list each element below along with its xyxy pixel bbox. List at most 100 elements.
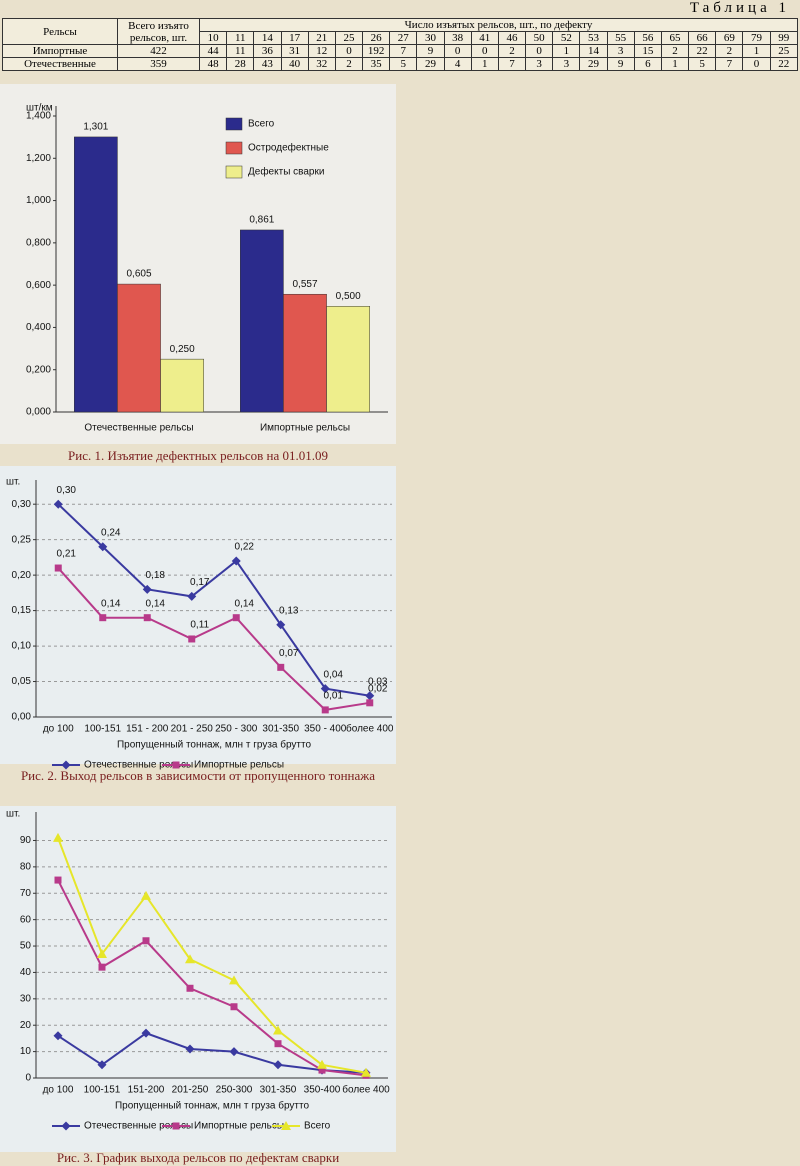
marker	[186, 984, 194, 992]
y-tick-label: 0,000	[26, 407, 51, 418]
marker	[320, 684, 330, 694]
value-label: 0,250	[170, 344, 195, 355]
y-axis-label: шт/км	[26, 103, 53, 114]
marker	[97, 948, 107, 958]
table-title: Таблица 1	[689, 0, 790, 16]
marker	[98, 963, 106, 971]
marker	[273, 1060, 283, 1070]
y-axis-label: шт.	[6, 809, 20, 820]
bar	[160, 358, 204, 413]
y-tick-label: 30	[20, 993, 32, 1004]
marker	[229, 975, 239, 985]
marker	[187, 591, 197, 601]
x-tick-label: 151 - 200	[126, 724, 169, 735]
marker	[229, 1047, 239, 1057]
marker	[230, 1003, 238, 1011]
value-label: 0,18	[146, 570, 166, 581]
y-tick-label: 0,25	[12, 534, 32, 545]
value-label: 0,21	[57, 549, 77, 560]
marker	[366, 699, 374, 707]
legend-label: Всего	[248, 119, 275, 130]
legend-label: Всего	[304, 1121, 331, 1132]
marker	[54, 876, 62, 884]
value-label: 0,500	[336, 291, 361, 302]
table-cell: Импортные	[2, 44, 118, 58]
bar	[326, 306, 370, 413]
x-tick-label: более 400	[346, 723, 394, 735]
x-tick-label: более 400	[342, 1084, 390, 1096]
x-axis-label: Пропущенный тоннаж, млн т груза брутто	[115, 1100, 309, 1112]
marker	[321, 706, 329, 714]
marker	[99, 614, 107, 622]
x-tick-label: 100-151	[84, 724, 121, 735]
value-label: 0,30	[57, 485, 77, 496]
table-cell: 5	[688, 57, 717, 71]
value-label: 0,22	[235, 542, 255, 553]
value-label: 0,03	[368, 676, 388, 687]
y-tick-label: 60	[20, 914, 32, 925]
y-tick-label: 0,30	[12, 499, 32, 510]
figure-caption: Рис. 2. Выход рельсов в зависимости от п…	[20, 768, 376, 783]
value-label: 0,04	[324, 669, 344, 680]
table-cell: 3	[552, 57, 581, 71]
marker	[185, 1044, 195, 1054]
value-label: 0,01	[324, 691, 344, 702]
series-line	[57, 503, 370, 697]
y-tick-label: 0,05	[12, 676, 32, 687]
marker	[276, 620, 286, 630]
marker	[231, 556, 241, 566]
table-cell: Отечественные	[2, 57, 118, 71]
legend-swatch	[225, 165, 243, 179]
bar	[117, 283, 161, 413]
marker	[232, 614, 240, 622]
x-tick-label: 350-400	[304, 1085, 341, 1096]
y-tick-label: 20	[20, 1020, 32, 1031]
marker	[54, 564, 62, 572]
legend-label: Отечественные рельсы	[84, 1121, 193, 1132]
value-label: 0,861	[249, 215, 274, 226]
chart-panel	[0, 466, 396, 764]
y-tick-label: 0,15	[12, 605, 32, 616]
y-tick-label: 10	[20, 1046, 32, 1057]
y-tick-label: 1,200	[26, 153, 51, 164]
marker	[142, 937, 150, 945]
figure-caption: Рис. 1. Изъятие дефектных рельсов на 01.…	[68, 448, 328, 463]
x-tick-label: Импортные рельсы	[260, 423, 350, 434]
y-tick-label: 80	[20, 862, 32, 873]
marker	[141, 890, 151, 900]
x-tick-label: 151-200	[128, 1085, 165, 1096]
y-tick-label: 40	[20, 967, 32, 978]
table-cell: 7	[715, 57, 744, 71]
marker	[98, 542, 108, 552]
y-tick-label: 0	[25, 1073, 31, 1084]
figure-caption: Рис. 3. График выхода рельсов по дефекта…	[56, 1150, 340, 1165]
x-tick-label: 301-350	[262, 724, 299, 735]
code-cell: 69	[715, 31, 744, 45]
marker	[274, 1040, 282, 1048]
marker	[361, 1067, 371, 1077]
value-label: 0,14	[146, 598, 166, 609]
marker	[317, 1059, 327, 1069]
chart-panel	[0, 806, 396, 1152]
legend-label: Остродефектные	[248, 142, 329, 154]
header-row: Рельсы Всего изъято рельсов, шт. Число изъ…	[2, 18, 798, 45]
x-tick-label: 100-151	[84, 1085, 121, 1096]
legend-swatch	[225, 117, 243, 131]
table-cell: 9	[606, 57, 635, 71]
y-tick-label: 0,00	[12, 712, 32, 723]
value-label: 0,17	[190, 577, 210, 588]
header-row: 10 11 14 17 21 25 26 27 30 38 41 46 50 52 53 55 56 65 66 69…	[3, 31, 799, 45]
marker	[97, 1060, 107, 1070]
x-axis-label: Пропущенный тоннаж, млн т груза брутто	[117, 739, 311, 751]
value-label: 0,14	[235, 598, 255, 609]
table-row: Отечественные 359 48 28 43 40 32 2 35 5 29 4 1 7 3 3 29 9…	[2, 57, 799, 71]
y-tick-label: 0,400	[26, 322, 51, 333]
y-tick-label: 70	[20, 888, 32, 899]
table-cell: 15	[633, 44, 662, 58]
legend-label: Импортные рельсы	[194, 1121, 284, 1132]
y-axis-label: шт.	[6, 477, 20, 488]
table-cell: 29	[579, 57, 608, 71]
y-tick-label: 1,400	[26, 111, 51, 122]
marker	[185, 954, 195, 964]
